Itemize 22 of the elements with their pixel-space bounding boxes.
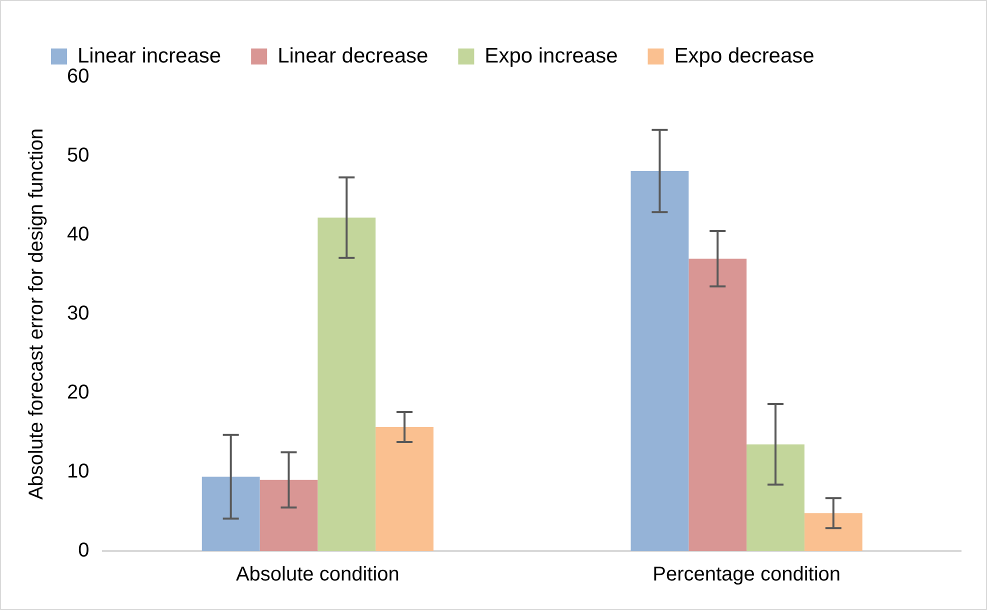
bar (318, 218, 376, 551)
x-tick-label: Percentage condition (652, 564, 841, 586)
legend-label: Linear decrease (278, 44, 428, 68)
y-tick-label: 60 (66, 66, 90, 88)
y-tick-label: 0 (78, 540, 90, 562)
y-tick-label: 10 (66, 460, 90, 483)
y-tick-label: 20 (66, 382, 90, 404)
bar (630, 171, 689, 551)
bar (260, 480, 318, 551)
legend-label: Expo increase (484, 44, 618, 68)
bar (688, 258, 747, 551)
y-tick-label: 30 (66, 302, 90, 325)
legend-label: Expo decrease (674, 44, 814, 68)
bar (202, 476, 260, 551)
y-tick-label: 40 (66, 224, 90, 246)
x-tick-label: Absolute condition (236, 564, 400, 586)
bar (804, 513, 862, 551)
bar (746, 444, 804, 551)
bar (376, 426, 434, 551)
legend-label: Linear increase (78, 44, 222, 68)
y-axis-title: Absolute forecast error for design function (26, 128, 48, 500)
y-tick-label: 50 (66, 144, 90, 167)
